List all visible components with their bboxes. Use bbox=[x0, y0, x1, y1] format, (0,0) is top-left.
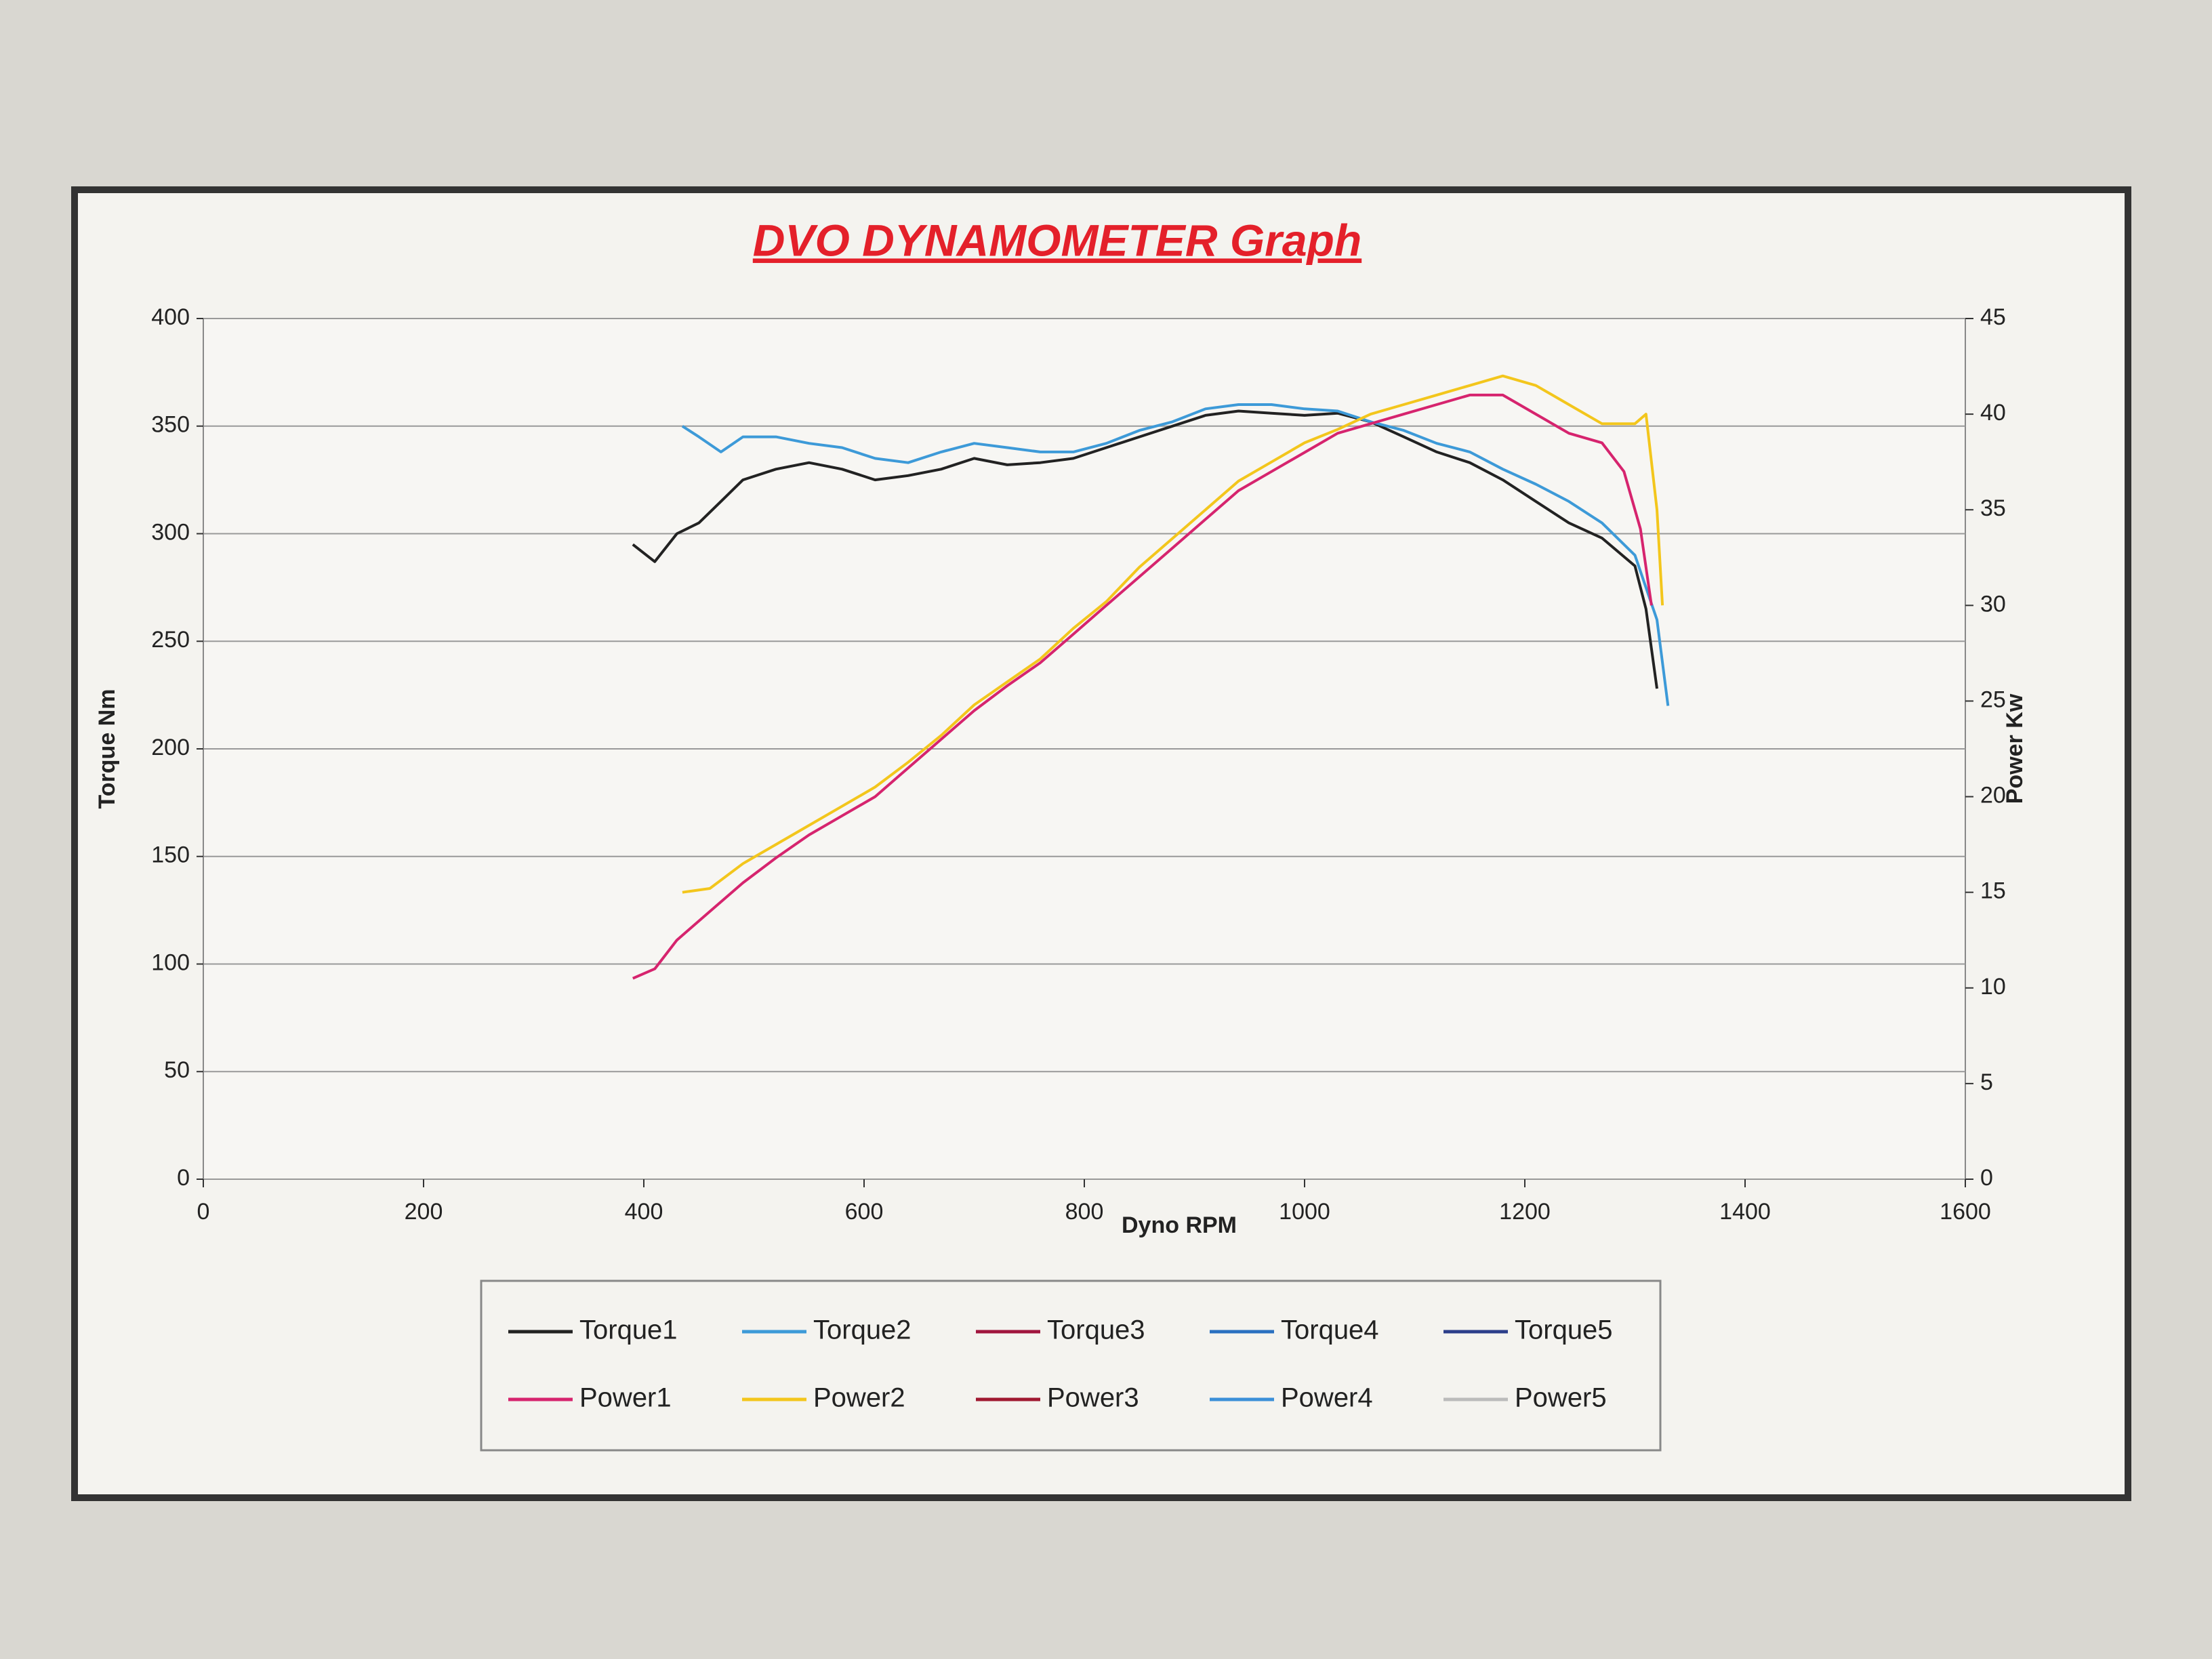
x-tick-label: 800 bbox=[1065, 1199, 1104, 1225]
legend-label: Torque2 bbox=[813, 1315, 912, 1345]
x-tick-label: 600 bbox=[845, 1199, 884, 1225]
y-tick-label: 100 bbox=[151, 949, 190, 975]
y-tick-label: 200 bbox=[151, 735, 190, 760]
x-tick-label: 1600 bbox=[1940, 1199, 1991, 1225]
y-tick-label: 0 bbox=[177, 1165, 190, 1191]
y-tick-label: 350 bbox=[151, 412, 190, 438]
series-line bbox=[632, 393, 1653, 980]
series-line bbox=[632, 409, 1658, 689]
y2-tick-label: 25 bbox=[1980, 687, 2006, 712]
y2-tick-label: 5 bbox=[1980, 1069, 1993, 1095]
y2-tick-label: 30 bbox=[1980, 591, 2006, 617]
legend-label: Power3 bbox=[1047, 1383, 1139, 1413]
y2-tick-label: 10 bbox=[1980, 974, 2006, 1000]
legend-box bbox=[480, 1279, 1662, 1452]
x-axis-title: Dyno RPM bbox=[1122, 1212, 1237, 1238]
series-line bbox=[681, 403, 1670, 706]
legend-label: Power1 bbox=[579, 1383, 672, 1413]
y2-tick-label: 0 bbox=[1980, 1165, 1993, 1191]
chart-title: DVO DYNAMOMETER Graph bbox=[753, 215, 1361, 265]
legend-label: Torque5 bbox=[1515, 1315, 1613, 1345]
x-tick-label: 1200 bbox=[1499, 1199, 1551, 1225]
y2-tick-label: 40 bbox=[1980, 400, 2006, 426]
y-tick-label: 50 bbox=[164, 1057, 190, 1083]
legend-label: Torque3 bbox=[1047, 1315, 1145, 1345]
y2-tick-label: 45 bbox=[1980, 304, 2006, 330]
y-tick-label: 250 bbox=[151, 627, 190, 653]
y-tick-label: 300 bbox=[151, 519, 190, 545]
x-tick-label: 1400 bbox=[1719, 1199, 1771, 1225]
x-tick-label: 1000 bbox=[1279, 1199, 1330, 1225]
legend-label: Power2 bbox=[813, 1383, 905, 1413]
series-line bbox=[682, 374, 1664, 894]
legend-label: Power4 bbox=[1281, 1383, 1373, 1413]
legend-label: Torque4 bbox=[1281, 1315, 1379, 1345]
y2-axis-title: Power Kw bbox=[2002, 693, 2028, 804]
x-tick-label: 200 bbox=[405, 1199, 443, 1225]
x-tick-label: 400 bbox=[625, 1199, 663, 1225]
y2-tick-label: 20 bbox=[1980, 783, 2006, 808]
y-tick-label: 400 bbox=[151, 304, 190, 330]
y2-tick-label: 15 bbox=[1980, 878, 2006, 904]
y2-tick-label: 35 bbox=[1980, 495, 2006, 521]
legend-label: Power5 bbox=[1515, 1383, 1607, 1413]
x-tick-label: 0 bbox=[197, 1199, 210, 1225]
y-axis-title: Torque Nm bbox=[94, 689, 120, 809]
legend-label: Torque1 bbox=[579, 1315, 678, 1345]
y-tick-label: 150 bbox=[151, 842, 190, 868]
